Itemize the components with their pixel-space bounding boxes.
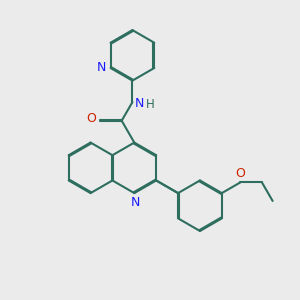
Text: H: H xyxy=(146,98,154,111)
Text: N: N xyxy=(96,61,106,74)
Text: O: O xyxy=(236,167,245,180)
Text: O: O xyxy=(86,112,96,125)
Text: N: N xyxy=(131,196,140,209)
Text: N: N xyxy=(135,97,145,110)
